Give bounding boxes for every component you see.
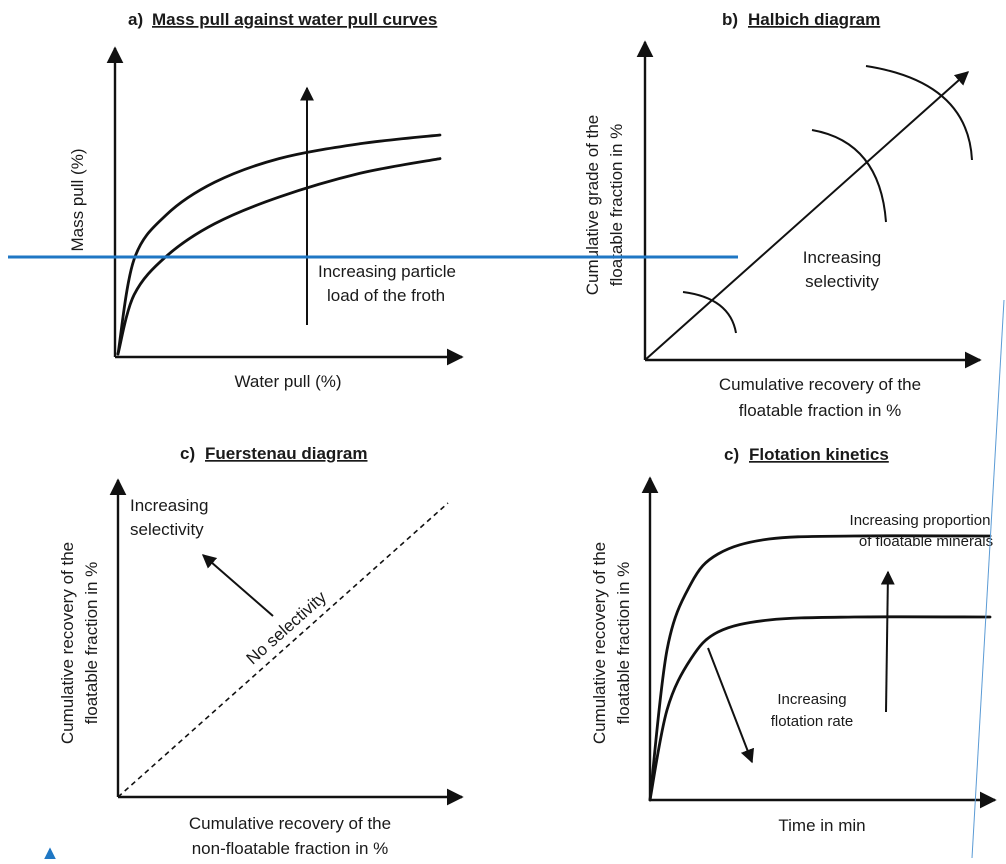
panel-c-annotation-line1: Increasing xyxy=(130,496,208,515)
panel-c-ylabel-line2: floatable fraction in % xyxy=(82,562,101,725)
panel-b: b) Halbich diagram Increasing selectivit… xyxy=(583,10,982,420)
panel-a-ylabel: Mass pull (%) xyxy=(68,149,87,252)
panel-d-xlabel: Time in min xyxy=(778,816,865,835)
panel-b-arc-small xyxy=(682,291,737,334)
panel-a-title-prefix: a) xyxy=(128,10,143,29)
panel-c: c) Fuerstenau diagram Increasing selecti… xyxy=(58,444,464,858)
panel-b-diagonal-arrow xyxy=(644,71,970,361)
panel-d-annotation-top-line1: Increasing proportion xyxy=(850,512,991,529)
panel-d: c) Flotation kinetics Increasing proport… xyxy=(590,445,997,835)
panel-c-diagonal-label: No selectivity xyxy=(243,587,331,668)
panel-d-proportion-arrow xyxy=(880,570,895,713)
panel-a-xlabel: Water pull (%) xyxy=(234,372,341,391)
panel-c-annotation-line2: selectivity xyxy=(130,520,204,539)
panel-b-arc-large xyxy=(865,65,973,161)
panel-b-annotation-line1: Increasing xyxy=(803,248,881,267)
panel-d-curve-upper xyxy=(648,534,992,802)
panel-c-title-prefix: c) xyxy=(180,444,195,463)
panel-a-annotation-line2: load of the froth xyxy=(327,286,445,305)
panel-c-no-selectivity-line xyxy=(117,502,449,798)
panel-b-xlabel-line1: Cumulative recovery of the xyxy=(719,375,921,394)
panel-b-ylabel-line1: Cumulative grade of the xyxy=(583,115,602,296)
overlay-edge-line xyxy=(971,299,1005,859)
panel-a: a) Mass pull against water pull curves I… xyxy=(68,10,464,391)
panel-d-curve-lower xyxy=(648,615,992,802)
panel-c-title: Fuerstenau diagram xyxy=(205,444,368,463)
panel-a-annotation-line1: Increasing particle xyxy=(318,262,456,281)
panel-b-ylabel-line2: floatable fraction in % xyxy=(607,124,626,287)
panel-b-xlabel-line2: floatable fraction in % xyxy=(739,401,902,420)
panel-d-ylabel-line2: floatable fraction in % xyxy=(614,562,633,725)
panel-d-annotation-mid-line1: Increasing xyxy=(777,691,846,708)
panel-a-curve-upper xyxy=(116,133,442,356)
panel-d-title-prefix: c) xyxy=(724,445,739,464)
panel-c-selectivity-arrow xyxy=(201,554,274,617)
panel-b-arc-medium xyxy=(811,129,887,223)
panel-b-title-prefix: b) xyxy=(722,10,738,29)
panel-c-xlabel-line2: non-floatable fraction in % xyxy=(192,839,389,858)
panel-d-annotation-mid-line2: flotation rate xyxy=(771,713,854,730)
panel-d-ylabel-line1: Cumulative recovery of the xyxy=(590,542,609,744)
panel-c-xlabel-line1: Cumulative recovery of the xyxy=(189,814,391,833)
panel-d-annotation-top-line2: of floatable minerals xyxy=(859,533,993,550)
panel-d-title: Flotation kinetics xyxy=(749,445,889,464)
panel-d-rate-arrow xyxy=(707,647,754,764)
panel-a-title: Mass pull against water pull curves xyxy=(152,10,437,29)
panel-c-ylabel-line1: Cumulative recovery of the xyxy=(58,542,77,744)
panel-a-curve-lower xyxy=(116,157,442,356)
panel-b-title: Halbich diagram xyxy=(748,10,880,29)
panel-b-annotation-line2: selectivity xyxy=(805,272,879,291)
